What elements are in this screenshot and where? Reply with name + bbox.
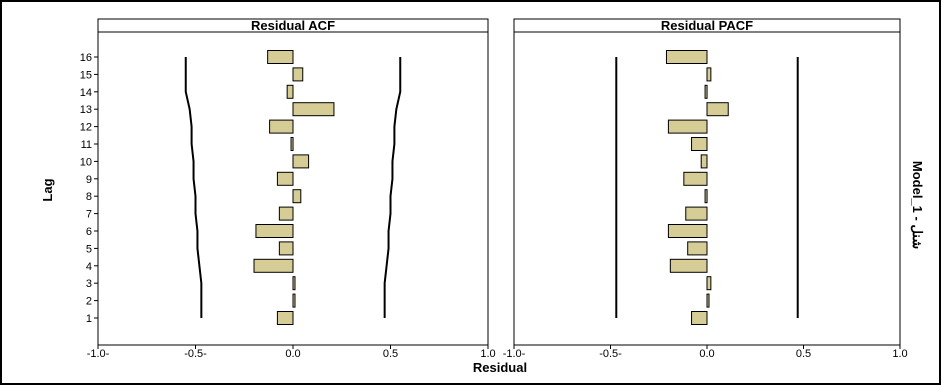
bar-lag-15 xyxy=(292,67,304,82)
y-tick-label: 15 xyxy=(80,69,92,81)
y-tick-label: 10 xyxy=(80,156,92,168)
plot-frame xyxy=(97,31,489,346)
bar-lag-2 xyxy=(292,293,296,308)
y-tick-label: 8 xyxy=(86,191,92,203)
bar-lag-12 xyxy=(269,119,294,134)
x-tick-label: 0.0 xyxy=(285,348,300,360)
x-tick-label: 0.5 xyxy=(383,348,398,360)
panel-title: Residual PACF xyxy=(661,18,753,33)
panel-acf: Residual ACF -1.0- -0.5- 0.0 0.5 1.0 xyxy=(87,18,496,360)
y-tick-label: 13 xyxy=(80,104,92,116)
bar-lag-6 xyxy=(255,224,294,238)
bar-lag-15 xyxy=(706,67,712,82)
bar-lag-1 xyxy=(276,311,294,325)
x-axis-label: Residual xyxy=(473,360,527,375)
upper-confidence-limit xyxy=(383,57,402,318)
bar-lag-16 xyxy=(267,50,294,64)
bar-lag-3 xyxy=(706,276,712,291)
bar-lag-16 xyxy=(665,50,708,64)
y-tick-label: 12 xyxy=(80,122,92,134)
plot-frame xyxy=(513,31,901,346)
x-tick-label: -1.0- xyxy=(503,348,526,360)
panel-title: Residual ACF xyxy=(251,18,335,33)
x-tick-label: -0.5- xyxy=(599,348,622,360)
bar-lag-6 xyxy=(667,224,708,238)
y-tick-label: 5 xyxy=(86,243,92,255)
bar-lag-9 xyxy=(276,171,294,186)
x-tick-label: 0.5 xyxy=(796,348,811,360)
bar-lag-5 xyxy=(687,241,708,256)
bar-lag-12 xyxy=(667,119,708,134)
y-tick-label: 11 xyxy=(81,139,92,151)
x-tick-label: 0.0 xyxy=(699,348,714,360)
bar-lag-13 xyxy=(292,102,335,117)
y-tick-label: 2 xyxy=(86,296,92,308)
bar-lag-7 xyxy=(278,206,294,221)
bar-lag-7 xyxy=(685,206,708,221)
bar-lag-11 xyxy=(691,137,708,151)
x-tick-label: 1.0 xyxy=(892,348,907,360)
y-tick-label: 16 xyxy=(80,52,92,64)
bar-lag-14 xyxy=(286,84,294,99)
y-tick-label: 7 xyxy=(86,209,92,221)
bar-lag-9 xyxy=(683,171,708,186)
bar-lag-10 xyxy=(292,154,310,169)
bar-lag-11 xyxy=(290,137,294,151)
x-tick-label: -0.5- xyxy=(184,348,207,360)
y-tick-label: 9 xyxy=(86,174,92,186)
x-tick-label: 1.0 xyxy=(480,348,495,360)
bar-lag-1 xyxy=(691,311,708,325)
bar-lag-4 xyxy=(669,258,708,273)
y-tick-label: 14 xyxy=(80,87,92,99)
bar-lag-10 xyxy=(700,154,708,169)
y-tick-label: 3 xyxy=(86,278,92,290)
bar-lag-4 xyxy=(253,258,294,273)
y-tick-label: 6 xyxy=(86,226,92,238)
bar-lag-13 xyxy=(706,102,729,117)
bar-lag-8 xyxy=(704,189,708,204)
lower-confidence-limit xyxy=(184,57,203,318)
bar-lag-2 xyxy=(706,293,710,308)
bar-lag-14 xyxy=(704,84,708,99)
panel-pacf: Residual PACF -1.0- -0.5- 0.0 0.5 1.0 xyxy=(503,18,908,360)
bar-lag-3 xyxy=(292,276,296,291)
y-axis-label: Lag xyxy=(40,178,55,201)
facet-label: Model_1 - شنل xyxy=(910,161,925,249)
y-tick-label: 4 xyxy=(86,261,92,273)
bar-lag-8 xyxy=(292,189,302,204)
bar-lag-5 xyxy=(278,241,294,256)
x-tick-label: -1.0- xyxy=(87,348,110,360)
y-tick-label: 1 xyxy=(86,313,92,325)
